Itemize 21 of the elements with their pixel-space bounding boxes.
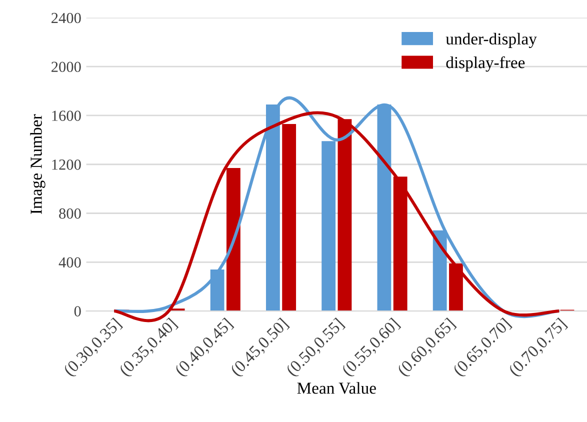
bar (377, 104, 392, 312)
legend-label: under-display (446, 32, 537, 48)
bar (226, 168, 240, 312)
y-tick-label: 1600 (52, 110, 81, 121)
bar (282, 124, 296, 312)
y-axis-title: Image Number (30, 114, 46, 214)
y-tick-label: 400 (58, 257, 81, 268)
bar (432, 230, 447, 312)
bar (266, 104, 280, 312)
legend-label: display-free (446, 56, 525, 72)
bar (322, 141, 336, 312)
bar (210, 269, 224, 312)
bar (449, 263, 463, 312)
y-tick-label: 800 (59, 208, 81, 219)
y-tick-label: 2000 (52, 62, 81, 72)
y-tick-label: 2400 (52, 12, 81, 24)
bar (338, 119, 352, 312)
y-tick-label: 0 (74, 306, 81, 316)
bar (393, 176, 408, 312)
x-axis-title: Mean Value (297, 382, 376, 394)
y-tick-label: 1200 (52, 160, 81, 170)
